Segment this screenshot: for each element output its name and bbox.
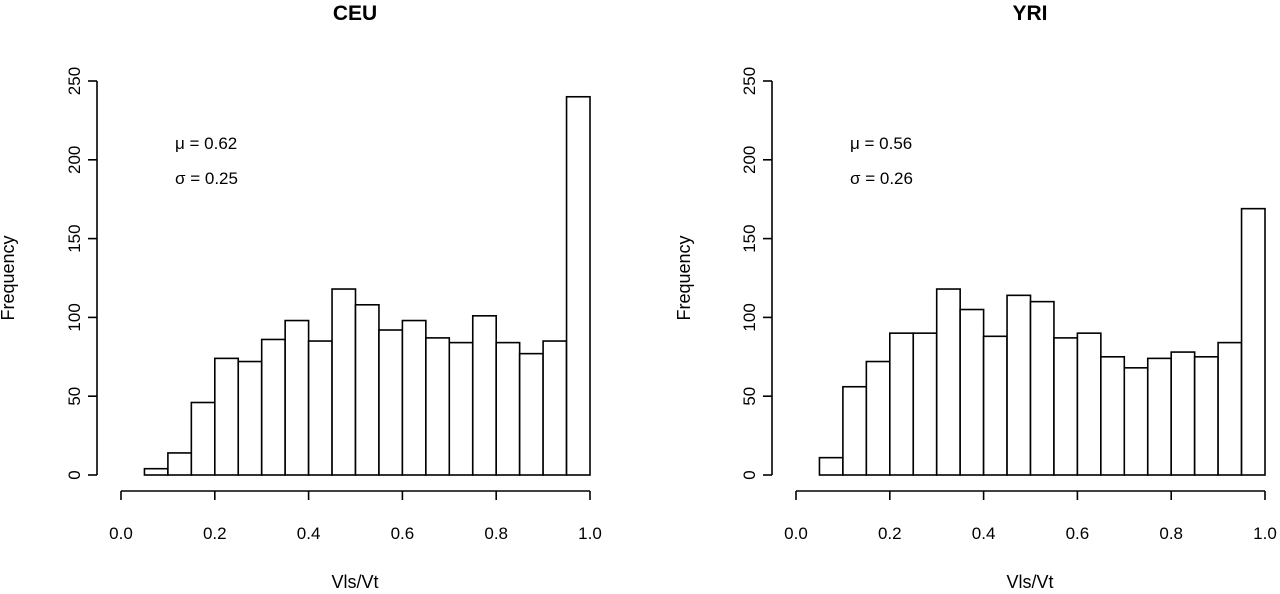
ceu-y-tick-label: 100 [65,303,84,331]
yri-histogram-bar [1076,332,1102,476]
yri-y-tick-label: 50 [740,387,759,406]
yri-histogram-bar [888,332,915,476]
ceu-histogram-bar [143,467,169,476]
ceu-histogram-bar [237,360,263,476]
ceu-histogram-bar [425,337,451,476]
yri-histogram-bar [982,335,1008,476]
yri-x-tick-label: 0.6 [1066,524,1090,543]
yri-histogram-bar [1053,337,1079,476]
yri-histogram-bar [818,456,844,476]
ceu-y-tick-label: 250 [65,67,84,95]
mu-symbol: μ [850,134,860,153]
yri-y-tick-label: 0 [740,470,759,479]
ceu-histogram-bar [401,319,427,476]
ceu-chart-title: CEU [333,2,377,25]
yri-histogram-bar [1006,294,1032,476]
ceu-histogram-bar [354,303,380,476]
ceu-y-tick-label: 150 [65,224,84,252]
yri-x-axis-label: Vls/Vt [1006,572,1053,592]
yri-y-axis: 0 50 100 150 200 250 [740,67,773,480]
ceu-histogram-panel: CEU Frequency Vls/Vt μ = 0.62 σ = 0.25 0… [0,2,602,592]
yri-histogram-bar [935,288,961,476]
ceu-histogram-bar [260,338,286,476]
ceu-y-axis: 0 50 100 150 200 250 [65,67,98,480]
yri-x-tick-label: 0.0 [784,524,808,543]
yri-histogram-bar [1123,367,1149,476]
ceu-y-tick-label: 50 [65,387,84,406]
yri-histogram-bar [912,332,938,476]
yri-x-tick-label: 0.4 [972,524,996,543]
yri-y-tick-label: 200 [740,146,759,174]
yri-histogram-panel: YRI Frequency Vls/Vt μ = 0.56 σ = 0.26 0… [674,2,1277,592]
mu-symbol: μ [175,134,185,153]
yri-y-tick-label: 100 [740,303,759,331]
ceu-mean-label: μ = 0.62 [175,134,237,153]
ceu-x-tick-label: 0.0 [109,524,133,543]
yri-histogram-bar [1029,300,1055,476]
ceu-histogram-bar [518,352,544,476]
ceu-histogram-bar [284,319,310,476]
yri-histogram-bar [1170,351,1196,476]
ceu-histogram-bar [307,340,333,476]
yri-histogram-bar [865,360,891,476]
ceu-y-axis-label: Frequency [0,235,18,320]
yri-chart-title: YRI [1012,2,1047,25]
yri-x-tick-label: 0.2 [878,524,902,543]
ceu-bars [143,95,591,476]
ceu-sd-label: σ = 0.25 [175,169,238,188]
ceu-x-tick-label: 0.4 [297,524,321,543]
ceu-histogram-bar [190,401,216,476]
yri-histogram-bar [1193,355,1219,476]
ceu-y-tick-label: 0 [65,470,84,479]
yri-sd-value: = 0.26 [861,169,913,188]
yri-bars [818,207,1266,476]
ceu-histogram-bar [214,357,240,476]
ceu-x-axis: 0.0 0.2 0.4 0.6 0.8 1.0 [109,490,602,543]
yri-y-axis-label: Frequency [674,235,694,320]
ceu-sd-value: = 0.25 [186,169,238,188]
yri-histogram-bar [959,308,985,476]
ceu-x-tick-label: 0.2 [203,524,227,543]
yri-x-tick-label: 0.8 [1159,524,1183,543]
ceu-histogram-bar [331,288,357,476]
sigma-symbol: σ [850,169,861,188]
yri-sd-label: σ = 0.26 [850,169,913,188]
ceu-x-tick-label: 0.6 [391,524,415,543]
ceu-x-tick-label: 0.8 [484,524,508,543]
ceu-histogram-bar [495,341,521,476]
ceu-histogram-bar [471,315,498,476]
yri-x-tick-label: 1.0 [1253,524,1277,543]
ceu-histogram-bar [378,329,404,476]
yri-mean-label: μ = 0.56 [850,134,912,153]
ceu-histogram-bar [542,340,568,476]
ceu-histogram-bar [167,452,193,476]
yri-y-tick-label: 150 [740,224,759,252]
ceu-mean-value: = 0.62 [185,134,237,153]
ceu-histogram-bar [448,341,474,476]
ceu-histogram-bar [565,95,591,476]
ceu-x-axis-label: Vls/Vt [331,572,378,592]
yri-histogram-bar [1146,357,1173,476]
ceu-y-tick-label: 200 [65,146,84,174]
yri-histogram-bar [1217,341,1243,476]
yri-histogram-bar [842,385,868,476]
yri-mean-value: = 0.56 [860,134,912,153]
yri-histogram-bar [1100,355,1126,476]
yri-x-axis: 0.0 0.2 0.4 0.6 0.8 1.0 [784,490,1277,543]
yri-histogram-bar [1240,207,1266,476]
yri-y-tick-label: 250 [740,67,759,95]
sigma-symbol: σ [175,169,186,188]
ceu-x-tick-label: 1.0 [578,524,602,543]
